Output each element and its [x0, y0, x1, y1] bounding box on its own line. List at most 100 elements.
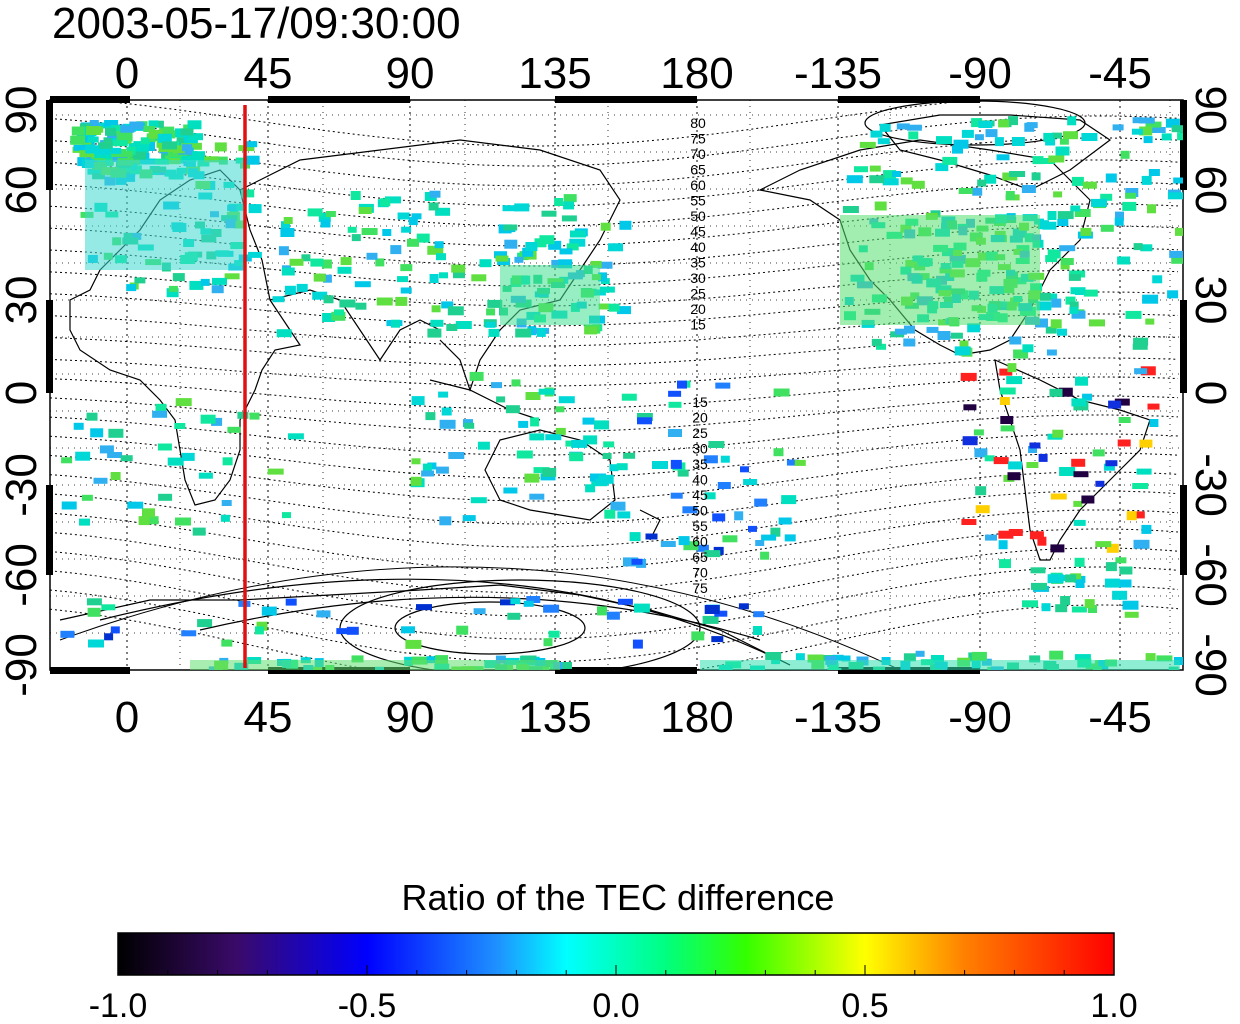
data-cell — [765, 652, 782, 660]
data-cell — [670, 492, 683, 499]
data-cell — [1143, 136, 1153, 144]
data-cell — [464, 422, 475, 429]
data-cell — [1045, 255, 1058, 263]
data-cell — [1125, 192, 1137, 199]
data-cell — [112, 140, 128, 147]
data-cell — [325, 211, 336, 217]
data-cell — [1060, 258, 1074, 265]
data-cell — [181, 452, 195, 461]
data-cell — [563, 201, 575, 210]
data-cell — [107, 452, 123, 458]
data-cell — [1047, 211, 1057, 220]
data-cell — [1173, 177, 1183, 184]
data-cell — [86, 412, 98, 421]
data-cell — [511, 379, 521, 387]
data-cell — [720, 455, 730, 463]
data-cell — [770, 527, 781, 537]
contour-line — [50, 225, 1179, 267]
data-cell — [287, 433, 304, 440]
data-cell — [400, 264, 413, 272]
data-cell — [322, 274, 332, 283]
data-cell — [155, 403, 167, 413]
data-cell — [558, 396, 575, 404]
data-cell — [1105, 173, 1117, 183]
data-cell — [548, 630, 560, 638]
data-cell — [451, 264, 466, 273]
contour-line — [50, 159, 1179, 207]
data-cell — [668, 390, 682, 397]
data-cell — [961, 129, 974, 138]
data-cell — [781, 495, 797, 505]
data-cell — [1000, 425, 1015, 432]
data-cell — [1069, 301, 1079, 309]
contour-line — [50, 291, 1179, 327]
data-cell — [734, 511, 744, 521]
data-cell — [428, 202, 439, 211]
data-cell — [603, 441, 615, 448]
colorbar-tick-label: 1.0 — [1090, 987, 1137, 1024]
data-cell — [590, 473, 606, 482]
data-cell — [959, 340, 969, 349]
data-cell — [441, 301, 454, 309]
data-cell — [632, 639, 643, 649]
data-cell — [1117, 439, 1131, 447]
data-cell — [152, 410, 168, 418]
left-latitude-labels: 90 60 30 0 -30 -60 -90 — [0, 86, 46, 697]
data-cell — [527, 326, 537, 336]
colorbar-tick-labels: -1.0 -0.5 0.0 0.5 1.0 — [89, 987, 1138, 1024]
data-cell — [1105, 460, 1118, 467]
data-cell — [427, 328, 442, 338]
colorbar-tick-label: 0.0 — [592, 987, 639, 1024]
data-cell — [1092, 449, 1105, 457]
data-cell — [869, 175, 885, 184]
figure-title: 2003-05-17/09:30:00 — [52, 0, 461, 48]
data-cell — [154, 120, 164, 128]
data-cell — [854, 166, 868, 173]
data-cell — [462, 515, 476, 522]
data-cell — [1032, 156, 1044, 165]
data-cell — [1083, 289, 1098, 297]
data-cell — [1091, 198, 1107, 207]
data-cell — [1115, 557, 1127, 564]
data-cell — [795, 653, 805, 661]
data-cell — [1139, 126, 1153, 136]
data-cell — [978, 121, 993, 128]
data-cell — [1035, 318, 1048, 328]
data-cell — [73, 144, 87, 151]
data-cell — [116, 132, 133, 142]
data-cell — [400, 287, 412, 294]
data-cell — [1068, 273, 1081, 281]
data-cell — [708, 441, 725, 448]
lat-tick-label-left: -60 — [0, 543, 46, 607]
data-cell — [874, 201, 887, 211]
lat-tick-label-right: 30 — [1186, 276, 1235, 325]
lon-tick-label-top: -135 — [794, 49, 882, 98]
data-cell — [390, 245, 402, 255]
data-cell — [1070, 205, 1081, 212]
data-cell — [200, 278, 210, 286]
data-cell — [1051, 132, 1062, 139]
data-cell — [89, 120, 99, 127]
data-region-fill — [190, 660, 560, 670]
data-cell — [842, 206, 859, 213]
data-cell — [566, 243, 579, 251]
data-cell — [704, 550, 721, 558]
data-cell — [421, 470, 435, 477]
data-cell — [753, 626, 762, 635]
data-cell — [224, 273, 240, 280]
data-cell — [1114, 217, 1124, 226]
data-cell — [172, 145, 185, 154]
data-cell — [541, 210, 557, 217]
data-cell — [486, 308, 496, 316]
data-cell — [597, 606, 607, 616]
border-segment-top — [555, 96, 697, 103]
data-cell — [366, 252, 378, 260]
data-cell — [1177, 132, 1183, 141]
lon-tick-label-bottom: 180 — [660, 693, 733, 742]
data-cell — [915, 650, 925, 657]
contour-label: 55 — [690, 193, 706, 209]
data-cell — [134, 277, 146, 284]
contour-label: 60 — [692, 534, 708, 550]
data-cell — [1053, 191, 1063, 198]
